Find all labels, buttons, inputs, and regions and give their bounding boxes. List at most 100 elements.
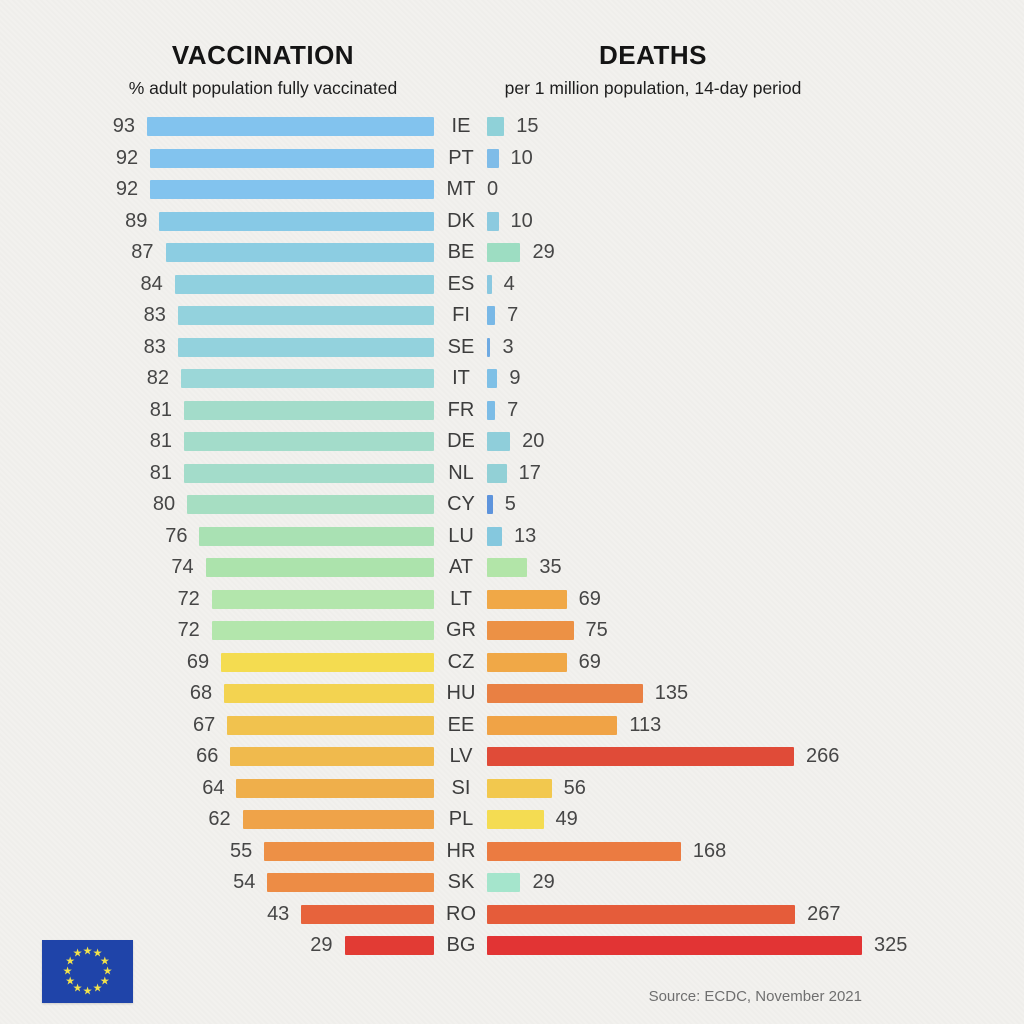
vaccination-value: 68 xyxy=(189,682,213,704)
deaths-value: 15 xyxy=(516,115,539,137)
deaths-value: 69 xyxy=(578,650,601,673)
deaths-bar xyxy=(487,211,499,231)
deaths-bar xyxy=(487,778,552,798)
country-code: SK xyxy=(447,871,475,893)
country-code: HR xyxy=(446,839,476,862)
vaccination-header: VACCINATION % adult population fully vac… xyxy=(63,40,463,99)
country-code: LU xyxy=(448,524,474,547)
country-code: EE xyxy=(447,713,475,736)
vaccination-bar xyxy=(199,526,434,546)
vaccination-bar xyxy=(205,558,434,577)
country-code: HU xyxy=(446,682,476,704)
country-code: FR xyxy=(447,398,475,421)
vaccination-value: 87 xyxy=(131,241,154,263)
country-row-BE: 87 BE 29 xyxy=(0,239,1024,267)
vaccination-value: 81 xyxy=(149,461,173,484)
country-row-GR: 72 GR 75 xyxy=(0,617,1024,645)
vaccination-value: 81 xyxy=(149,398,173,421)
vaccination-value: 69 xyxy=(186,650,210,673)
vaccination-bar xyxy=(165,243,434,262)
deaths-value: 168 xyxy=(692,839,727,862)
deaths-bar xyxy=(487,306,496,325)
deaths-value: 4 xyxy=(503,272,515,295)
deaths-value: 266 xyxy=(805,745,840,767)
vaccination-bar xyxy=(177,306,434,325)
vaccination-value: 74 xyxy=(171,556,194,578)
country-code: MT xyxy=(446,178,476,200)
vaccination-bar xyxy=(211,589,434,609)
country-row-ES: 84 ES 4 xyxy=(0,270,1024,298)
deaths-value: 13 xyxy=(514,524,537,547)
eu-flag-star-icon: ★ xyxy=(99,975,110,987)
vaccination-bar xyxy=(211,621,434,640)
country-code: PL xyxy=(448,808,474,830)
eu-flag-star-icon: ★ xyxy=(102,965,113,977)
country-row-SK: 54 SK 29 xyxy=(0,869,1024,897)
vaccination-value: 67 xyxy=(193,713,216,736)
deaths-value: 5 xyxy=(504,493,516,515)
deaths-value: 29 xyxy=(532,241,555,263)
deaths-bar xyxy=(487,715,618,735)
country-row-EE: 67 EE 113 xyxy=(0,711,1024,739)
vaccination-value: 76 xyxy=(165,524,188,547)
vaccination-bar xyxy=(177,337,434,357)
deaths-bar xyxy=(487,432,511,451)
vaccination-value: 62 xyxy=(208,808,231,830)
country-code: ES xyxy=(447,272,475,295)
deaths-value: 325 xyxy=(874,934,908,956)
vaccination-value: 66 xyxy=(196,745,219,767)
vaccination-value: 83 xyxy=(143,304,166,326)
country-row-DE: 81 DE 20 xyxy=(0,428,1024,456)
deaths-value: 75 xyxy=(585,619,608,641)
country-row-IT: 82 IT 9 xyxy=(0,365,1024,393)
deaths-value: 17 xyxy=(518,461,541,484)
vaccination-value: 80 xyxy=(152,493,176,515)
country-code: CY xyxy=(447,493,475,515)
eu-flag-star-icon: ★ xyxy=(92,982,103,995)
vaccination-value: 89 xyxy=(125,209,148,232)
deaths-bar xyxy=(487,243,521,262)
deaths-bar xyxy=(487,652,567,672)
vaccination-bar xyxy=(230,747,434,766)
deaths-value: 267 xyxy=(807,902,841,925)
vaccination-bar xyxy=(344,936,434,955)
country-row-PT: 92 PT 10 xyxy=(0,144,1024,172)
country-row-MT: 92 MT 0 xyxy=(0,176,1024,204)
deaths-value: 0 xyxy=(487,178,499,200)
eu-flag-star-icon: ★ xyxy=(92,947,103,960)
vaccination-value: 29 xyxy=(310,934,333,956)
vaccination-bar xyxy=(224,684,434,703)
country-code: AT xyxy=(448,556,474,578)
country-row-RO: 43 RO 267 xyxy=(0,900,1024,928)
deaths-bar xyxy=(487,117,505,136)
country-code: GR xyxy=(446,619,476,641)
deaths-bar xyxy=(487,936,863,955)
vaccination-value: 82 xyxy=(146,367,169,389)
vaccination-value: 93 xyxy=(112,115,136,137)
vaccination-value: 84 xyxy=(140,272,163,295)
country-row-DK: 89 DK 10 xyxy=(0,207,1024,235)
country-code: LV xyxy=(449,745,473,767)
deaths-subtitle: per 1 million population, 14-day period xyxy=(504,78,802,98)
vaccination-bar xyxy=(267,873,434,892)
country-code: FI xyxy=(452,304,470,326)
deaths-value: 113 xyxy=(629,713,662,736)
deaths-header: DEATHS per 1 million population, 14-day … xyxy=(453,40,853,99)
country-row-HR: 55 HR 168 xyxy=(0,837,1024,865)
deaths-bar xyxy=(487,495,493,514)
country-row-AT: 74 AT 35 xyxy=(0,554,1024,582)
deaths-value: 7 xyxy=(507,398,519,421)
country-row-SE: 83 SE 3 xyxy=(0,333,1024,361)
country-code: PT xyxy=(448,146,474,169)
deaths-value: 56 xyxy=(563,776,586,799)
vaccination-bar xyxy=(236,778,434,798)
vaccination-bar xyxy=(227,715,434,735)
deaths-value: 7 xyxy=(507,304,519,326)
vaccination-bar xyxy=(147,117,434,136)
vaccination-bar xyxy=(150,180,434,199)
deaths-bar xyxy=(487,841,681,861)
vaccination-value: 81 xyxy=(149,430,173,452)
eu-flag-star-icon: ★ xyxy=(82,945,93,957)
